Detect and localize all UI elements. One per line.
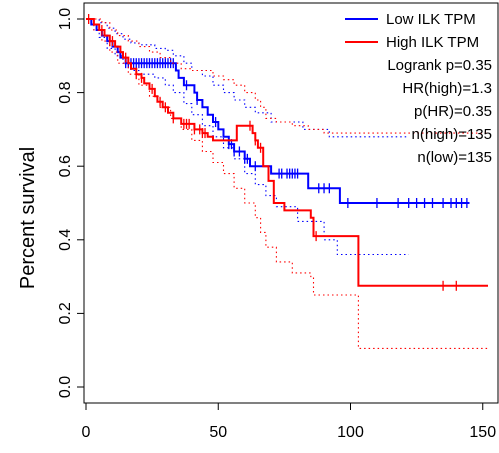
y-tick-label-3: 0.6	[57, 155, 74, 177]
x-tick-label-1: 50	[209, 424, 227, 441]
series-low	[86, 18, 470, 256]
y-tick-label-0: 0.0	[57, 376, 74, 398]
series-high	[86, 14, 488, 349]
stats-annotations: Logrank p=0.35 HR(high)=1.3 p(HR)=0.35 n…	[387, 57, 492, 166]
annotation-logrank: Logrank p=0.35	[387, 57, 492, 74]
y-tick-label-1: 0.2	[57, 302, 74, 324]
ci-upper-low	[86, 18, 409, 138]
survival-line-high	[86, 18, 488, 287]
survival-line-low	[86, 18, 470, 204]
legend: Low ILK TPM High ILK TPM	[345, 11, 479, 51]
plot-layer: 0 50 100 150 0.0 0.2 0.4 0.6 0.8 1.0	[57, 8, 496, 441]
plot-frame	[83, 2, 499, 404]
x-tick-label-0: 0	[82, 424, 91, 441]
y-tick-label-5: 1.0	[57, 8, 74, 30]
annotation-p-hr: p(HR)=0.35	[414, 103, 492, 120]
y-axis-label: Percent survival	[17, 147, 39, 289]
y-tick-label-4: 0.8	[57, 81, 74, 103]
annotation-hr: HR(high)=1.3	[402, 80, 492, 97]
x-tick-label-2: 100	[337, 424, 364, 441]
y-tick-label-2: 0.4	[57, 229, 74, 251]
legend-label-high: High ILK TPM	[386, 34, 479, 51]
annotation-n-low: n(low)=135	[417, 149, 492, 166]
ci-upper-high	[86, 18, 488, 134]
annotation-n-high: n(high)=135	[412, 126, 492, 143]
legend-label-low: Low ILK TPM	[386, 11, 476, 28]
x-tick-label-3: 150	[469, 424, 496, 441]
